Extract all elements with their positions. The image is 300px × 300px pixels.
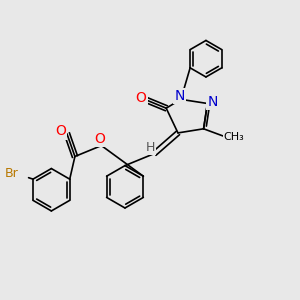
Text: H: H bbox=[145, 141, 155, 154]
Text: Br: Br bbox=[5, 167, 19, 180]
Text: O: O bbox=[94, 132, 105, 146]
Text: N: N bbox=[174, 89, 184, 103]
Text: N: N bbox=[208, 95, 218, 109]
Text: O: O bbox=[136, 91, 147, 105]
Text: O: O bbox=[55, 124, 66, 138]
Text: CH₃: CH₃ bbox=[224, 132, 244, 142]
